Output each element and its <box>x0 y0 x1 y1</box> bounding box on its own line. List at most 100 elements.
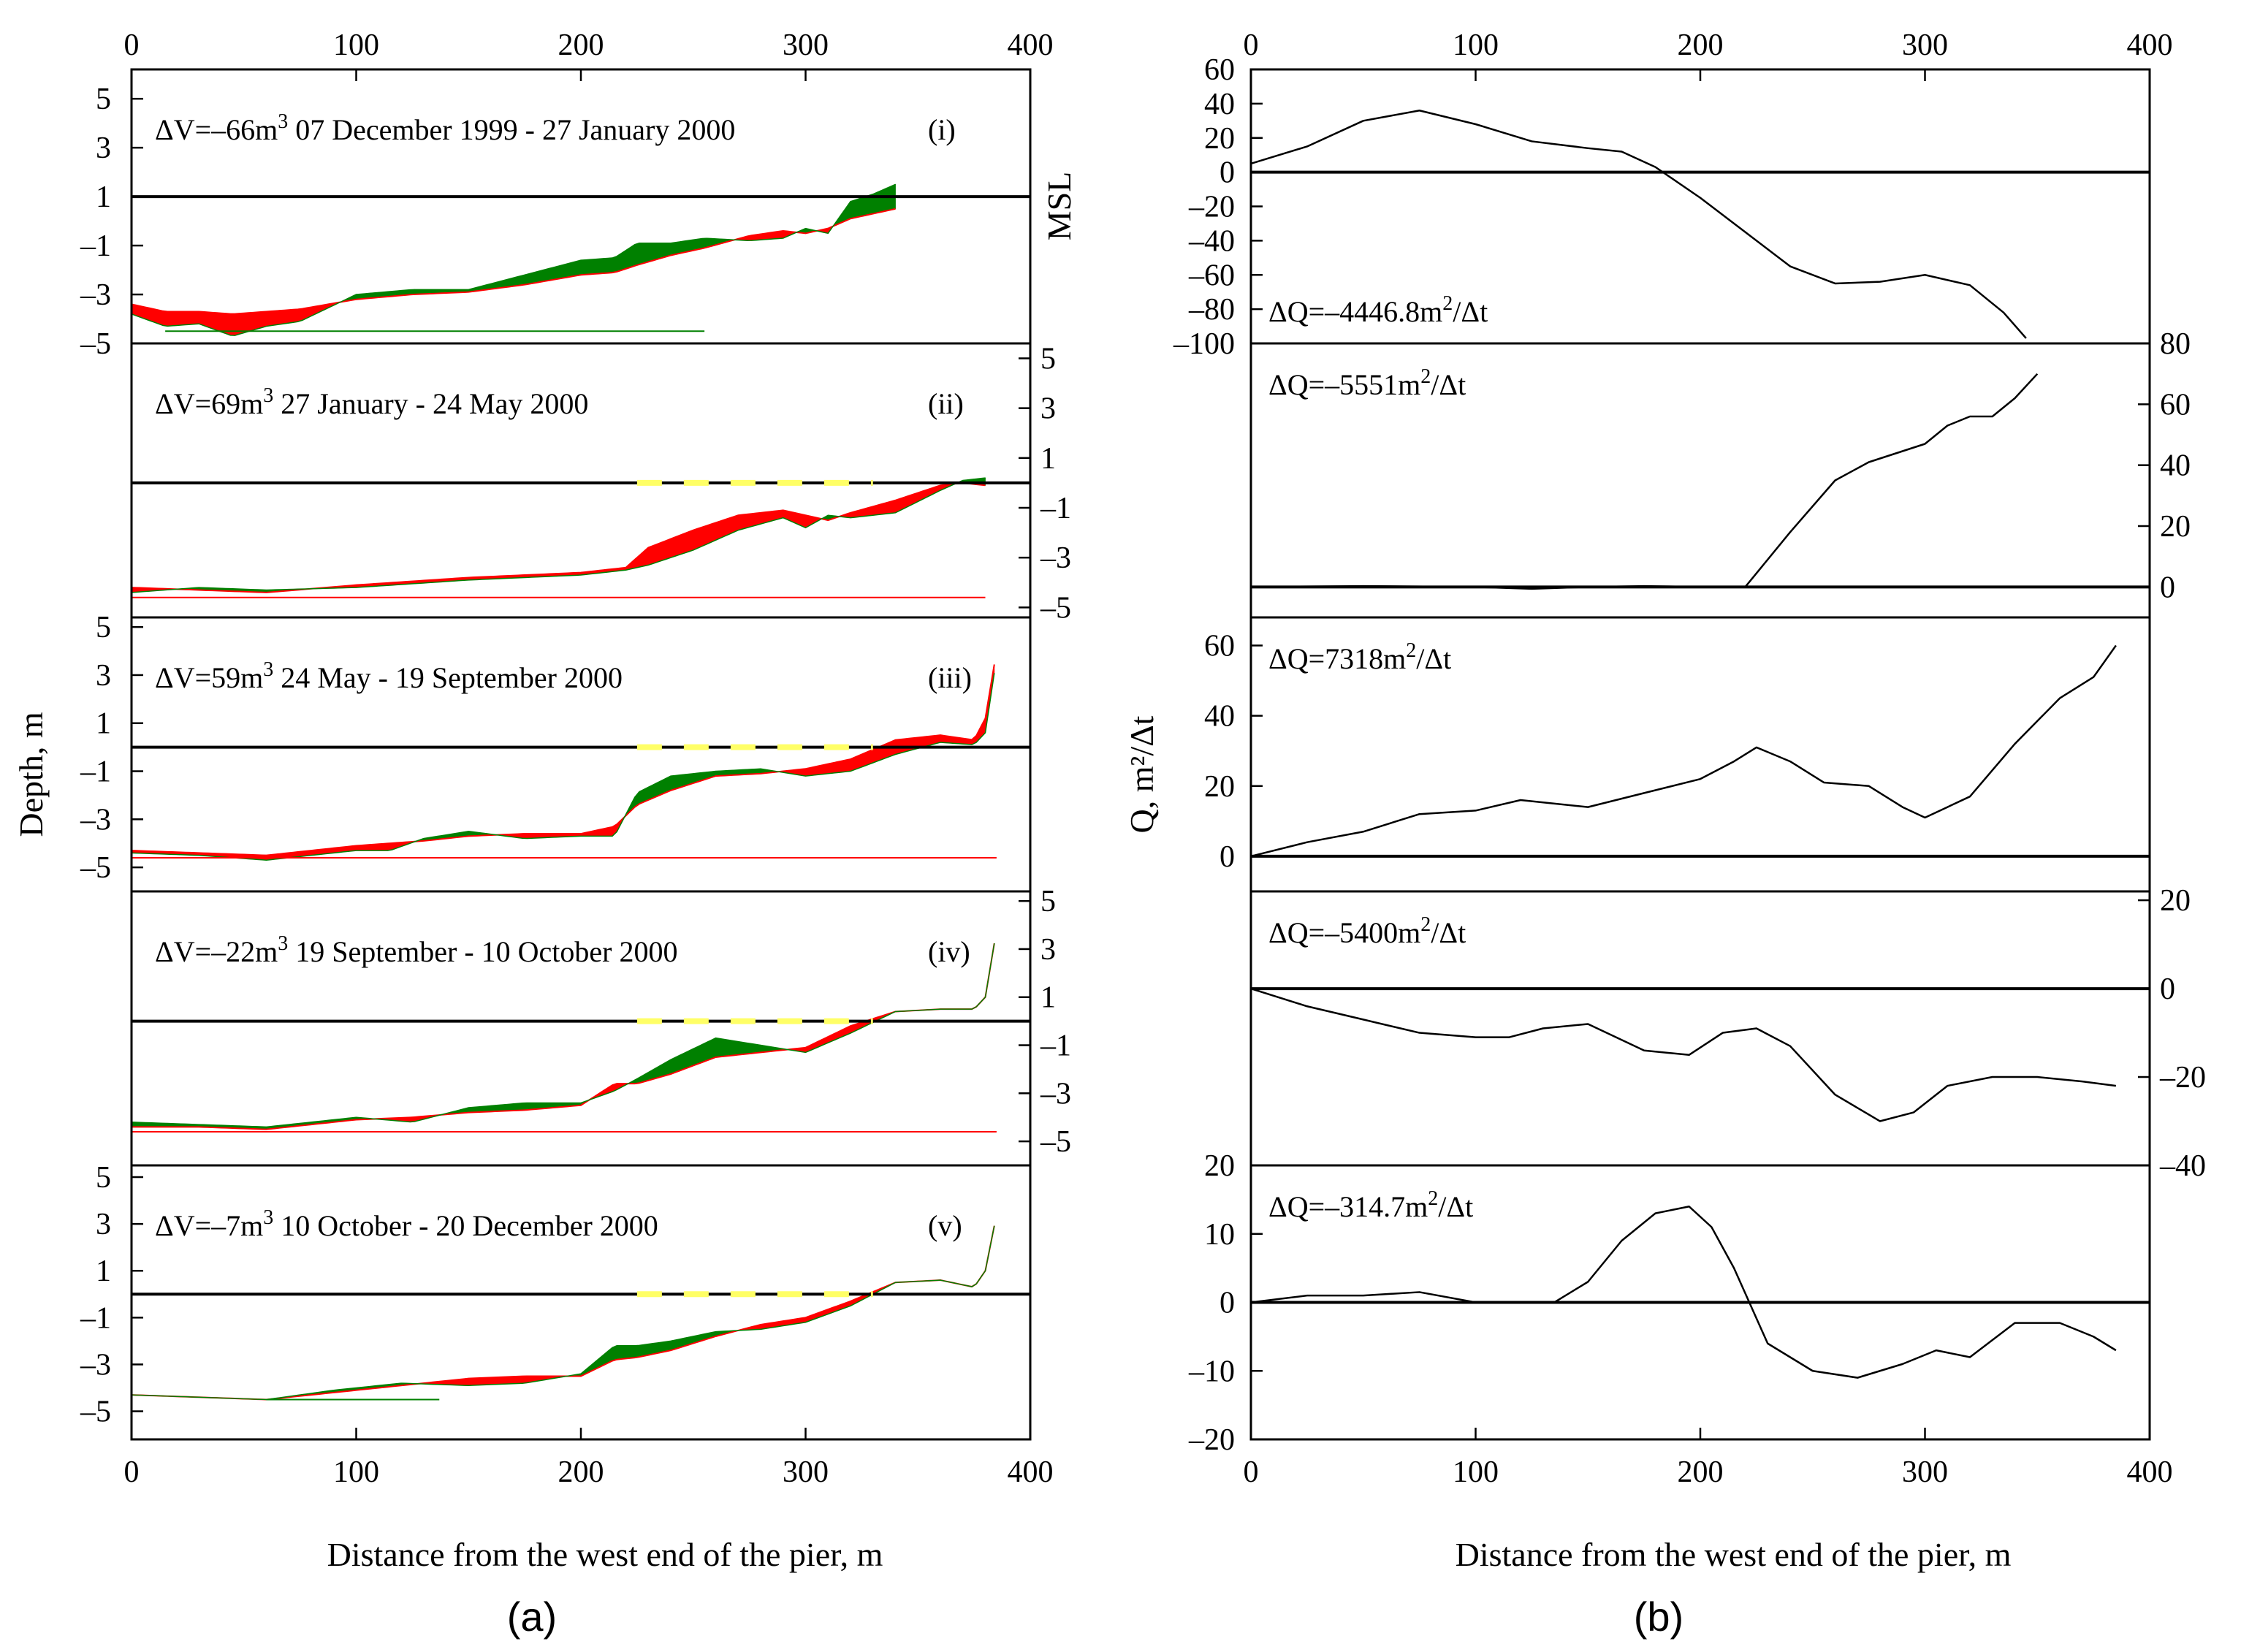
change-band <box>733 514 739 533</box>
change-band <box>202 311 208 328</box>
change-band <box>225 313 231 336</box>
y-tick-label: 3 <box>1040 933 1056 967</box>
change-band <box>607 257 613 274</box>
change-band <box>490 1377 496 1385</box>
change-band <box>697 1043 703 1065</box>
change-band <box>477 1377 483 1386</box>
frame <box>1249 68 2151 1441</box>
change-band <box>693 1046 699 1067</box>
change-band <box>288 309 294 324</box>
change-band <box>522 1103 528 1111</box>
change-band <box>688 1048 694 1068</box>
change-band <box>270 311 276 327</box>
x-axis-title-a: Distance from the west end of the pier, … <box>327 1536 883 1573</box>
change-band <box>468 1377 473 1386</box>
y-tick-label: –3 <box>1040 541 1071 575</box>
y-tick-label: 0 <box>2160 571 2175 604</box>
change-band <box>571 261 577 277</box>
y-tick-label: –3 <box>80 1348 111 1382</box>
change-band <box>176 311 182 326</box>
x-tick-label-bottom: 0 <box>124 1455 140 1489</box>
y-tick-label: 5 <box>1040 885 1056 918</box>
y-axis-title-b: Q, m²/Δt <box>1123 715 1160 833</box>
dq-annotation: ΔQ=–5400m2/Δt <box>1268 913 1466 949</box>
change-band <box>674 1054 680 1073</box>
transport-panel-5: –20 –10 0 10 20 ΔQ=–314.7m2/Δt <box>1188 1149 2150 1457</box>
change-band <box>504 1103 509 1111</box>
change-band <box>185 311 191 325</box>
change-band <box>837 761 842 773</box>
y-tick-label: –3 <box>80 803 111 837</box>
change-band <box>652 1342 658 1355</box>
y-tick-label: 0 <box>1220 1287 1235 1320</box>
dq-annotation: ΔQ=7318m2/Δt <box>1268 639 1451 675</box>
change-band <box>728 516 734 535</box>
profile-line-before <box>132 943 995 1130</box>
change-band <box>567 262 573 278</box>
change-band <box>544 267 550 282</box>
change-band <box>499 1377 505 1385</box>
y-axis-title-a: Depth, m <box>12 712 50 837</box>
y-tick-label: 1 <box>96 180 111 214</box>
change-band <box>742 1042 747 1055</box>
change-band <box>284 309 289 324</box>
y-tick-label: 5 <box>96 1161 111 1195</box>
change-band <box>715 1038 721 1058</box>
change-band <box>630 1345 636 1359</box>
y-tick-label: 20 <box>1204 770 1235 804</box>
y-tick-label: 5 <box>96 83 111 116</box>
y-tick-label: –20 <box>2159 1061 2206 1095</box>
y-tick-label: –20 <box>1188 1423 1235 1457</box>
x-tick-label-top: 400 <box>1008 28 1054 62</box>
y-tick-label: –1 <box>80 755 111 789</box>
change-band <box>585 259 590 275</box>
y-tick-label: –10 <box>1188 1355 1235 1388</box>
transport-curve <box>1250 644 2117 858</box>
change-band <box>634 243 640 267</box>
plot-a: –5 –3 –1 1 3 5 ΔV=–66m3 07 December 1999 - 27 … <box>80 28 1071 1489</box>
change-band <box>378 843 384 851</box>
change-band <box>756 512 761 526</box>
dv-annotation: ΔV=–22m3 19 September - 10 October 2000 <box>155 932 677 968</box>
x-tick-label-bottom: 400 <box>2127 1455 2173 1489</box>
change-band <box>684 1050 689 1070</box>
profile-line-before <box>131 664 995 856</box>
change-band <box>297 308 303 322</box>
y-tick-label: 20 <box>2160 510 2191 544</box>
change-band <box>720 1038 726 1057</box>
change-band <box>504 1376 509 1385</box>
change-band <box>657 1341 663 1354</box>
change-band <box>616 1345 622 1360</box>
change-band <box>886 500 891 514</box>
change-band <box>625 1345 631 1359</box>
change-band <box>706 1039 712 1062</box>
change-band <box>279 310 285 325</box>
y-tick-label: –3 <box>80 278 111 312</box>
change-band <box>679 240 685 254</box>
change-band <box>198 311 204 327</box>
change-band <box>208 311 213 330</box>
change-band <box>684 531 689 554</box>
x-tick-label-top: 300 <box>1902 28 1948 62</box>
change-band <box>693 238 699 251</box>
profile-line-after <box>131 183 896 336</box>
change-band <box>558 264 563 280</box>
x-tick-label-top: 400 <box>2127 28 2173 62</box>
x-tick-label-bottom: 400 <box>1008 1455 1054 1489</box>
change-band <box>710 522 716 543</box>
profile-line-before <box>131 481 986 593</box>
y-tick-label: 3 <box>1040 392 1056 426</box>
change-band <box>171 311 177 327</box>
change-band <box>864 195 869 216</box>
change-band <box>728 1040 734 1057</box>
change-band <box>724 1039 730 1057</box>
change-band <box>701 1041 707 1063</box>
profile-line-after <box>131 943 995 1128</box>
y-tick-label: 1 <box>1040 442 1056 476</box>
change-band <box>679 533 685 555</box>
transport-curve <box>1250 987 2117 1122</box>
change-band <box>688 239 694 252</box>
change-band <box>742 514 747 530</box>
change-band <box>747 513 753 528</box>
change-band <box>652 544 658 564</box>
